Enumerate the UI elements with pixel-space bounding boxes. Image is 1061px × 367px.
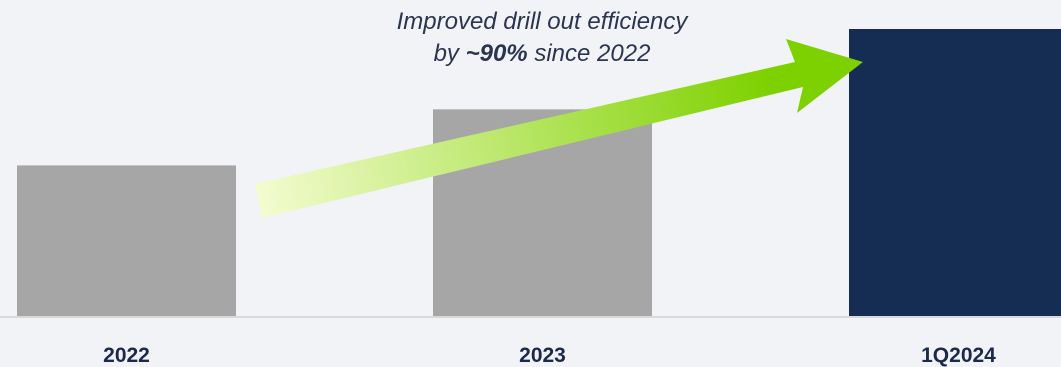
growth-arrow bbox=[255, 39, 863, 218]
bars-group bbox=[17, 29, 1061, 317]
x-tick-label-2023: 2023 bbox=[519, 344, 566, 367]
efficiency-annotation: Improved drill out efficiency by ~90% si… bbox=[322, 6, 762, 70]
bar-1Q2024 bbox=[849, 29, 1061, 317]
x-tick-label-1Q2024: 1Q2024 bbox=[921, 344, 996, 367]
annotation-highlight: ~90% bbox=[465, 40, 528, 67]
annotation-suffix: since 2022 bbox=[527, 40, 651, 67]
annotation-line-2: by ~90% since 2022 bbox=[322, 38, 762, 70]
annotation-line-1: Improved drill out efficiency bbox=[396, 8, 688, 35]
x-tick-label-2022: 2022 bbox=[103, 344, 150, 367]
bar-2022 bbox=[17, 165, 236, 317]
annotation-prefix: by bbox=[433, 40, 466, 67]
x-labels-group: 2022 2023 1Q2024 bbox=[103, 344, 996, 367]
